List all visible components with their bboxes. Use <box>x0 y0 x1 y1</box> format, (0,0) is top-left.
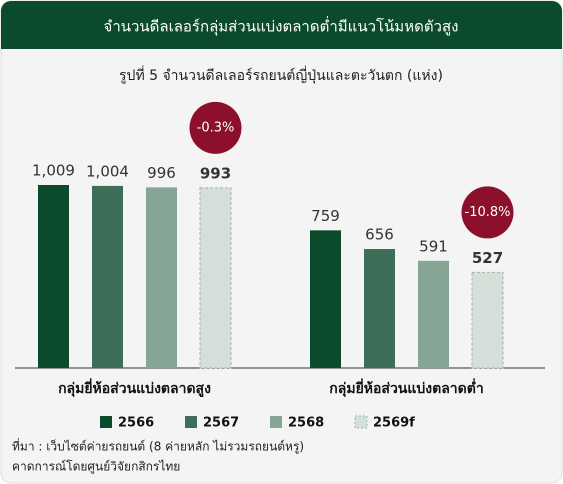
annotation-circle <box>461 186 514 239</box>
value-label: 759 <box>311 207 340 225</box>
legend-swatch <box>270 416 282 428</box>
header-band <box>1 1 562 49</box>
bar <box>364 249 395 368</box>
value-label: 591 <box>419 237 448 255</box>
annotation: -10.8% <box>465 205 511 220</box>
bar <box>471 271 504 369</box>
legend-label: 2568 <box>288 416 324 431</box>
category-label: กลุ่มยี่ห้อส่วนแบ่งตลาดต่ำ <box>329 378 483 397</box>
value-label: 993 <box>200 164 231 182</box>
bar <box>146 187 177 368</box>
bar <box>92 185 123 368</box>
value-label: 527 <box>472 249 503 267</box>
bar <box>310 230 341 368</box>
value-label: 996 <box>147 164 176 182</box>
note: คาดการณ์โดยศูนย์วิจัยกสิกรไทย <box>12 460 180 475</box>
source: ที่มา : เว็บไซต์ค่ายรถยนต์ (8 ค่ายหลัก ไ… <box>12 438 304 455</box>
header-title: จำนวนดีลเลอร์กลุ่มส่วนแบ่งตลาดต่ำมีแนวโน… <box>104 16 459 37</box>
category-label: กลุ่มยี่ห้อส่วนแบ่งตลาดสูง <box>58 378 211 397</box>
legend-label: 2566 <box>118 416 154 431</box>
value-label: 656 <box>365 226 394 244</box>
value-label: 1,009 <box>32 162 75 180</box>
value-label: 1,004 <box>86 162 129 180</box>
annotation-circle <box>189 101 242 154</box>
legend-swatch <box>100 416 112 428</box>
chart-title: รูปที่ 5 จำนวนดีลเลอร์รถยนต์ญี่ปุ่นและตะ… <box>119 66 443 84</box>
annotation: -0.3% <box>197 120 235 135</box>
legend-label: 2569f <box>373 416 415 431</box>
legend-swatch <box>354 415 368 429</box>
bar <box>199 187 232 369</box>
legend-label: 2567 <box>203 416 239 431</box>
legend-swatch <box>185 416 197 428</box>
bar <box>418 260 449 368</box>
bar <box>38 185 69 368</box>
